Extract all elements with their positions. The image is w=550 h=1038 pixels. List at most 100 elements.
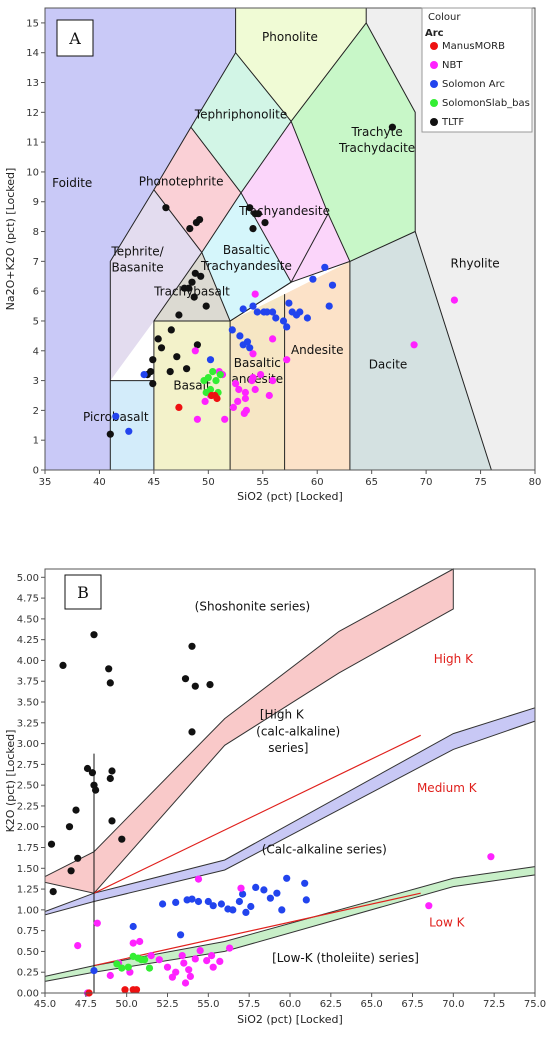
field-andesite <box>284 261 350 470</box>
tas-fields <box>45 8 535 470</box>
point-solomon-arc <box>112 412 120 420</box>
field-label-line: Phonotephrite <box>139 174 224 188</box>
point-tltf <box>118 835 126 843</box>
x-tick-label: 40 <box>93 477 106 488</box>
panel-b-x-axis-label: SiO2 (pct) [Locked] <box>237 1013 343 1026</box>
point-solomon-arc <box>266 894 274 902</box>
y-tick-label: 2.75 <box>17 760 39 771</box>
point-nbt <box>450 296 458 304</box>
point-tltf <box>185 284 193 292</box>
y-tick-label: 11 <box>26 138 39 149</box>
point-solomon-arc <box>194 897 203 906</box>
point-nbt <box>257 371 265 379</box>
y-tick-label: 1.50 <box>17 864 39 875</box>
x-tick-label: 35 <box>39 477 52 488</box>
field-label-line: Trachyandesite <box>200 259 292 273</box>
point-nbt <box>155 956 163 964</box>
y-tick-label: 14 <box>26 48 39 59</box>
point-solomon-arc <box>272 314 280 322</box>
legend-entry: NBT <box>442 60 463 71</box>
point-tltf <box>191 269 199 277</box>
point-tltf <box>149 356 157 364</box>
point-tltf <box>173 353 181 361</box>
point-tltf <box>188 642 196 650</box>
point-nbt <box>163 963 172 971</box>
point-solomon-arc <box>235 897 243 906</box>
y-tick-label: 3 <box>33 376 39 387</box>
panel-b-letter: B <box>77 583 89 602</box>
y-tick-label: 1 <box>33 436 39 447</box>
tas-boundary-line <box>109 51 492 471</box>
series-label: (Shoshonite series) <box>195 600 311 614</box>
field-label: Basaltic Trachyandesite <box>200 243 292 273</box>
field-label-line: Tephriphonolite <box>194 107 287 121</box>
point-nbt <box>209 963 217 971</box>
legend-entry: SolomonSlab_bas <box>442 98 530 109</box>
point-solomon-arc <box>301 879 309 887</box>
y-tick-label: 6 <box>33 287 39 298</box>
y-tick-label: 8 <box>33 227 39 238</box>
field-label-line: Trachybasalt <box>153 285 230 299</box>
legend-entry: ManusMORB <box>442 41 505 52</box>
field-label: Rhyolite <box>451 256 500 270</box>
point-solomon-arc <box>273 889 281 897</box>
point-manusmorb <box>175 403 183 411</box>
point-nbt <box>235 385 243 394</box>
point-manusmorb <box>121 986 129 994</box>
point-tltf <box>108 817 116 825</box>
y-tick-label: 1.75 <box>17 843 39 854</box>
point-nbt <box>136 937 144 946</box>
point-nbt <box>186 972 194 981</box>
point-tltf <box>175 311 183 319</box>
point-solomon-arc <box>269 308 277 316</box>
point-solomon-arc <box>90 967 98 975</box>
point-nbt <box>487 853 495 861</box>
field-dacite <box>349 231 492 470</box>
field-trachyte-trachydacite <box>291 22 416 262</box>
field-trachyandesite <box>241 121 350 283</box>
point-tltf <box>74 854 82 862</box>
point-solomon-arc <box>229 906 237 914</box>
panel-b-k2o-sio2-diagram: (Shoshonite series) High K [High K (calc-al… <box>4 568 546 1026</box>
field-tephrite-basanite <box>110 189 202 381</box>
field-label: Tephrite/Basanite <box>110 244 164 274</box>
point-tltf <box>72 806 80 814</box>
point-nbt <box>191 955 199 963</box>
point-nbt <box>74 942 82 950</box>
series-label: series] <box>268 741 308 755</box>
field-label: Trachybasalt <box>153 285 230 299</box>
field-label: Foidite <box>52 176 92 190</box>
y-tick-label: 15 <box>26 18 39 29</box>
y-tick-label: 2.00 <box>17 822 39 833</box>
point-solomon-arc <box>243 338 252 346</box>
point-solomon-arc <box>263 308 271 316</box>
point-solomon-arc <box>260 886 268 894</box>
y-tick-label: 5.00 <box>17 573 39 584</box>
x-tick-label: 65 <box>365 477 378 488</box>
point-nbt <box>194 875 203 883</box>
panel-a-legend: Colour Arc ManusMORB NBT Solomon Arc Solomo… <box>421 7 533 133</box>
panel-a-x-ticks: 35 40 45 50 55 60 65 70 75 80 <box>39 470 541 488</box>
series-label: Low K <box>429 915 465 929</box>
point-tltf <box>106 430 114 438</box>
point-solomon-arc <box>217 900 225 908</box>
point-nbt <box>269 377 277 385</box>
point-tltf <box>197 272 205 280</box>
point-solomon-arc <box>278 906 286 914</box>
x-tick-label: 45.0 <box>34 999 56 1010</box>
point-solomon-arc <box>129 922 137 931</box>
x-tick-label: 60.0 <box>279 999 301 1010</box>
y-tick-label: 2.25 <box>17 801 39 812</box>
field-tephriphonolite <box>190 52 292 193</box>
tas-boundary-line <box>290 213 329 283</box>
point-solomonslab-bas <box>202 388 210 397</box>
point-solomonslab-bas <box>145 964 154 972</box>
y-tick-label: 3.50 <box>17 698 39 709</box>
legend-entry: Solomon Arc <box>442 79 505 90</box>
panel-b-y-ticks: 0.00 0.25 0.50 0.75 1.00 1.25 1.50 1.75 2.00 2.25… <box>17 573 45 1000</box>
point-tltf <box>149 380 157 388</box>
point-solomon-arc <box>296 308 304 316</box>
x-tick-label: 70.0 <box>442 999 464 1010</box>
